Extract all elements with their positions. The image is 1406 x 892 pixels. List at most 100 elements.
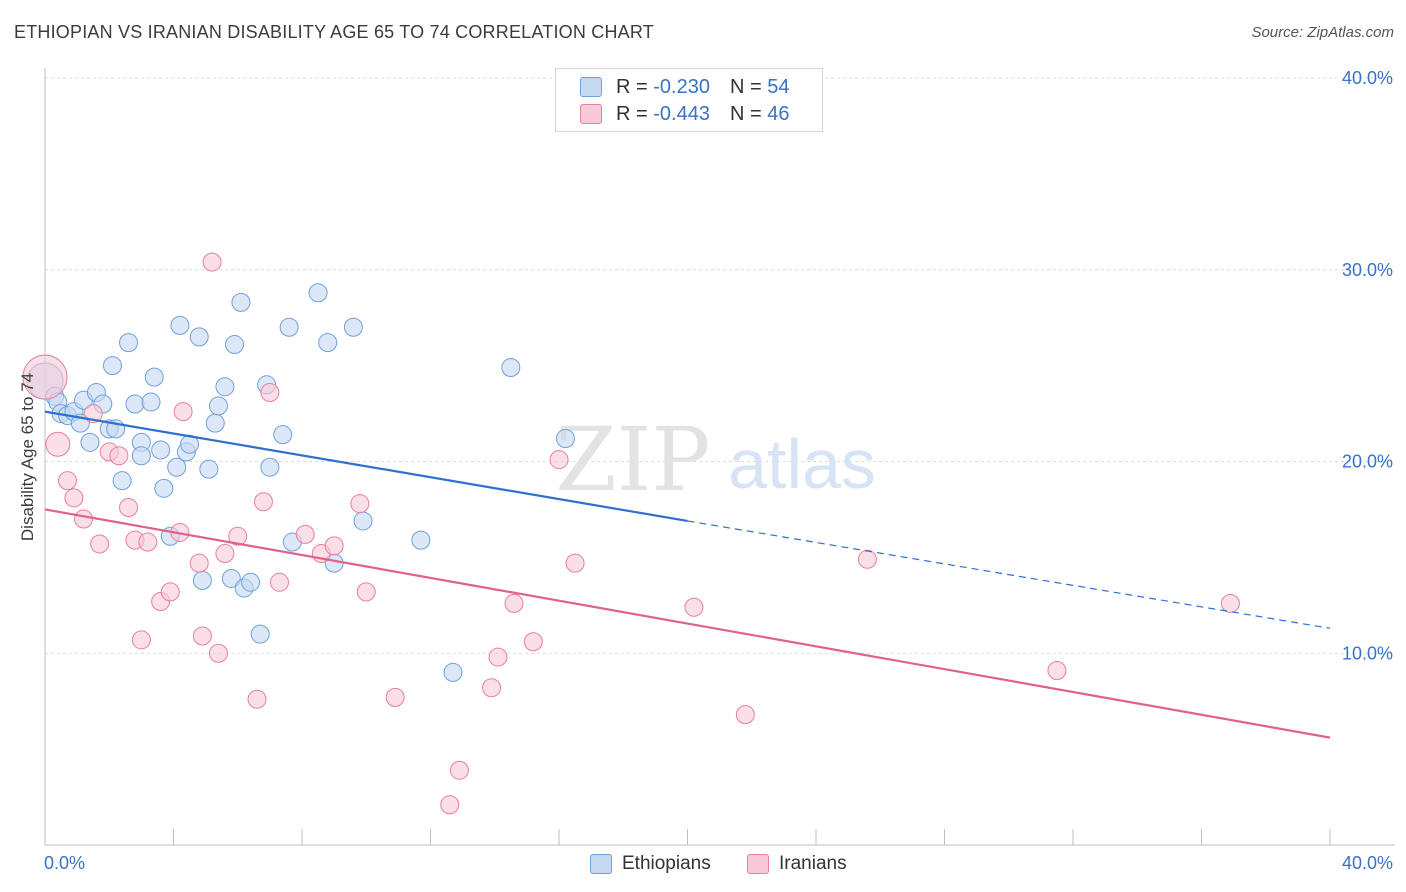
- point-ethiopians: [318, 333, 338, 353]
- point-iranians: [350, 494, 370, 514]
- point-ethiopians: [189, 327, 209, 347]
- watermark-zip: ZIP: [555, 408, 710, 511]
- point-ethiopians: [501, 358, 521, 378]
- point-iranians: [160, 582, 180, 602]
- point-ethiopians: [241, 572, 261, 592]
- y-tick-label: 30.0%: [1342, 260, 1393, 280]
- point-iranians: [253, 492, 273, 512]
- point-iranians: [192, 626, 212, 646]
- point-iranians: [735, 705, 755, 725]
- point-ethiopians: [151, 440, 171, 460]
- bottom-legend-iranians: Iranians: [747, 852, 847, 876]
- point-ethiopians: [102, 356, 122, 376]
- point-iranians: [215, 544, 235, 564]
- trend-line-iranians: [44, 508, 1331, 739]
- y-tick-label: 10.0%: [1342, 643, 1393, 663]
- point-iranians: [189, 553, 209, 573]
- point-iranians: [260, 382, 280, 402]
- bottom-legend-ethiopians: Ethiopians: [590, 852, 711, 876]
- point-iranians: [45, 431, 71, 457]
- point-ethiopians: [353, 511, 373, 531]
- point-ethiopians: [443, 662, 463, 682]
- point-iranians: [684, 597, 704, 617]
- point-ethiopians: [131, 446, 151, 466]
- point-iranians: [385, 687, 405, 707]
- point-ethiopians: [192, 570, 212, 590]
- point-ethiopians: [112, 471, 132, 491]
- point-iranians: [57, 471, 77, 491]
- point-iranians: [1047, 661, 1067, 681]
- point-iranians: [131, 630, 151, 650]
- point-iranians: [173, 402, 193, 422]
- chart-title: ETHIOPIAN VS IRANIAN DISABILITY AGE 65 T…: [14, 22, 654, 42]
- point-iranians: [1220, 593, 1240, 613]
- point-iranians: [440, 795, 460, 815]
- point-ethiopians: [225, 335, 245, 355]
- point-iranians: [449, 760, 469, 780]
- point-ethiopians: [208, 396, 228, 416]
- bottom-legend-label-iranians: Iranians: [779, 853, 847, 874]
- points-layer: [22, 252, 1240, 815]
- point-iranians: [202, 252, 222, 272]
- legend-n-label: N =: [729, 102, 768, 125]
- point-ethiopians: [154, 478, 174, 498]
- point-ethiopians: [279, 317, 299, 337]
- point-iranians: [324, 536, 344, 556]
- legend-n-value: 46: [767, 102, 790, 125]
- point-ethiopians: [231, 292, 251, 312]
- point-iranians: [138, 532, 158, 552]
- point-iranians: [482, 678, 502, 698]
- point-iranians: [857, 549, 877, 569]
- point-iranians: [565, 553, 585, 573]
- point-iranians: [208, 643, 228, 663]
- point-ethiopians: [308, 283, 328, 303]
- legend-swatch-iranians: [580, 104, 602, 124]
- legend-n-value: 54: [767, 75, 790, 98]
- point-ethiopians: [170, 315, 190, 335]
- watermark: ZIP atlas: [555, 408, 876, 511]
- point-ethiopians: [144, 367, 164, 387]
- x-tick-label-min: 0.0%: [44, 853, 85, 873]
- y-axis-label: Disability Age 65 to 74: [18, 373, 37, 541]
- bottom-legend-swatch-ethiopians: [590, 854, 612, 874]
- legend-r-value: -0.443: [653, 102, 710, 125]
- point-iranians: [488, 647, 508, 667]
- source-label: Source: ZipAtlas.com: [1251, 24, 1394, 41]
- point-ethiopians: [80, 432, 100, 452]
- point-ethiopians: [167, 457, 187, 477]
- legend-r-value: -0.230: [653, 75, 710, 98]
- point-iranians: [109, 446, 129, 466]
- watermark-atlas: atlas: [728, 425, 876, 503]
- point-ethiopians: [250, 624, 270, 644]
- point-iranians: [228, 526, 248, 546]
- point-iranians: [64, 488, 84, 508]
- trend-lines: [44, 410, 1331, 739]
- point-ethiopians: [343, 317, 363, 337]
- point-ethiopians: [205, 413, 225, 433]
- point-ethiopians: [555, 428, 575, 448]
- point-ethiopians: [141, 392, 161, 412]
- bottom-legend-swatch-iranians: [747, 854, 769, 874]
- point-ethiopians: [119, 333, 139, 353]
- point-iranians: [119, 498, 139, 518]
- grid-lines: [45, 77, 1395, 654]
- point-iranians: [523, 632, 543, 652]
- legend-n-label: N =: [729, 75, 768, 98]
- y-tick-label: 40.0%: [1342, 68, 1393, 88]
- point-ethiopians: [125, 394, 145, 414]
- point-ethiopians: [273, 425, 293, 445]
- point-iranians: [549, 450, 569, 470]
- legend-r-label: R =: [616, 75, 654, 98]
- trend-line-ethiopians: [44, 410, 688, 523]
- point-iranians: [270, 572, 290, 592]
- point-iranians: [504, 593, 524, 613]
- point-iranians: [90, 534, 110, 554]
- point-iranians: [295, 524, 315, 544]
- legend-swatch-ethiopians: [580, 77, 602, 97]
- point-ethiopians: [411, 530, 431, 550]
- legend-r-label: R =: [616, 102, 654, 125]
- point-ethiopians: [199, 459, 219, 479]
- point-iranians: [22, 354, 68, 400]
- point-ethiopians: [221, 568, 241, 588]
